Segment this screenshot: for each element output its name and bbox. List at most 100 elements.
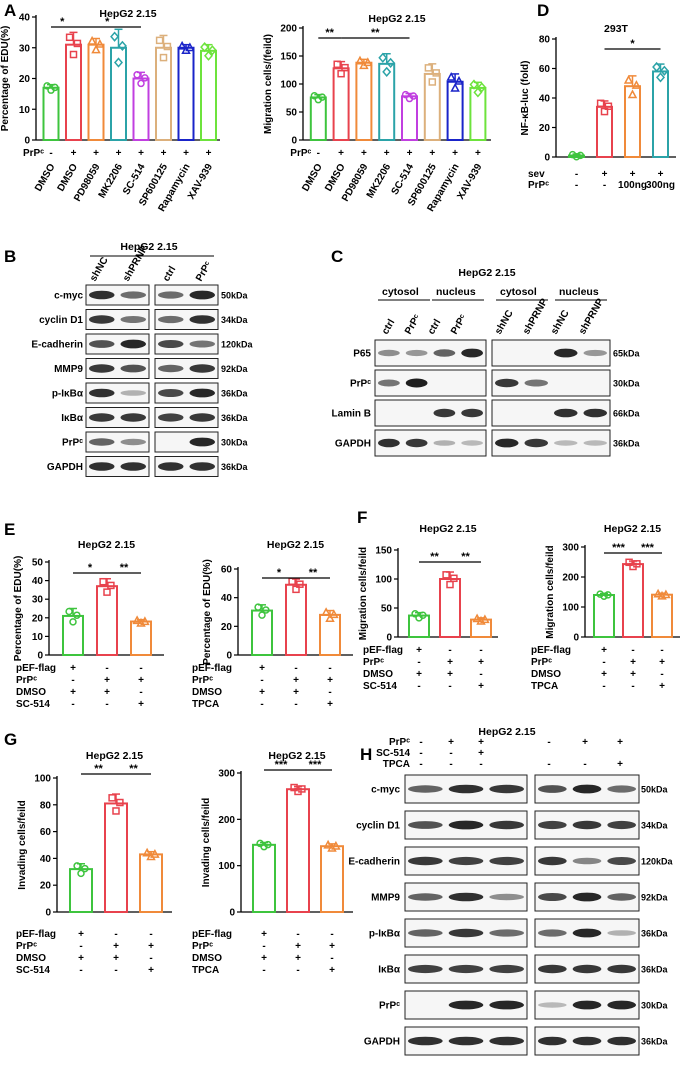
bar [355,61,373,141]
blot-frame [154,309,219,330]
treatment-sign: + [659,657,665,668]
kda-label: 65kDa [613,349,641,359]
bar [155,46,172,141]
y-tick-label: 40 [40,854,52,865]
blot-band [158,340,184,348]
data-point [631,80,642,89]
treatment-sign: - [631,645,634,656]
data-point [137,79,145,88]
blot-frame [85,407,150,428]
y-tick-label: 100 [280,80,297,91]
data-point [600,592,608,600]
blot-band [538,856,567,866]
data-point [469,79,479,90]
blot-band [572,820,602,830]
data-point [331,840,341,850]
treatment-sign: 300ng [646,180,675,191]
blot-band [524,438,548,448]
chart-title: HepG2 2.15 [419,523,476,535]
category-label: DMSO [300,162,325,194]
significance-marker: *** [641,542,655,554]
blot-band [120,339,146,349]
blot-band [495,438,519,448]
significance-marker: *** [309,759,323,771]
y-tick-label: 200 [280,24,297,35]
blot-band [554,408,578,418]
y-axis-label: Invading cells/feild [201,798,212,887]
treatment-sign: + [447,657,453,668]
data-point [260,842,268,851]
category-label: DMSO [323,162,348,194]
blot-band [120,413,146,422]
blot-title: HepG2 2.15 [120,241,177,253]
treatment-sign: - [417,657,420,668]
data-point [401,90,410,99]
blot-band [189,437,215,447]
y-axis-label: Percentage of EDU(%) [0,26,11,132]
chart-title: HepG2 2.15 [78,539,135,551]
data-point [107,581,115,590]
blot-frame [154,382,219,404]
blot-band [554,348,578,358]
treatment-sign: - [296,965,299,976]
blot-band [433,440,456,446]
blot-band [89,315,115,324]
kda-label: 66kDa [613,409,641,419]
data-point [480,614,490,624]
blot-row-label: PrPᶜ [350,379,371,390]
blot-band [607,785,637,793]
data-point [65,33,74,42]
prp-sign: + [161,148,167,159]
y-tick-label: 150 [280,52,297,63]
significance-marker: * [60,16,65,28]
panel-label-F: F [357,508,367,527]
bar [96,585,118,656]
data-point [116,798,124,807]
lane-label: ctrl [380,317,397,336]
data-point [473,87,483,98]
treatment-sign: + [327,699,333,710]
treatment-sign: + [447,669,453,680]
chart-title: HepG2 2.15 [368,13,425,25]
treatment-sign: - [330,929,333,940]
y-tick-label: 100 [375,575,392,586]
bar [332,67,350,141]
treatment-sign: - [575,169,578,180]
prp-sign: - [317,148,320,159]
treatment-label: sev [528,169,545,180]
data-point [77,869,85,878]
blot-band [120,364,146,373]
kda-label: 36kDa [613,439,641,449]
treatment-sign: + [329,965,335,976]
y-tick-label: 40 [19,13,31,24]
lane-label: ctrl [161,264,178,283]
treatment-sign: + [601,669,607,680]
chart-title: HepG2 2.15 [86,750,143,762]
panel-label-H: H [360,745,372,764]
blot-band [408,856,443,866]
blot-band [489,784,524,794]
blot-row-label: c-myc [371,785,400,796]
prp-sign: + [429,148,435,159]
y-tick-label: 60 [221,565,233,576]
treatment-sign: - [448,645,451,656]
blot-band [572,928,602,938]
kda-label: 30kDa [221,438,249,448]
data-point [318,93,326,101]
treatment-label: TPCA [383,759,410,770]
treatment-sign: - [296,929,299,940]
data-point [363,57,373,67]
blot-band [461,440,483,446]
data-point [117,40,127,52]
y-tick-label: 0 [573,633,579,644]
y-tick-label: 300 [218,769,235,780]
prp-sign: + [138,148,144,159]
bar [110,46,127,141]
data-point [600,107,609,116]
data-point [108,794,116,802]
blot-band [120,291,146,299]
blot-row-label: E-cadherin [348,857,400,868]
data-point [292,585,300,594]
y-tick-label: 0 [24,136,30,147]
